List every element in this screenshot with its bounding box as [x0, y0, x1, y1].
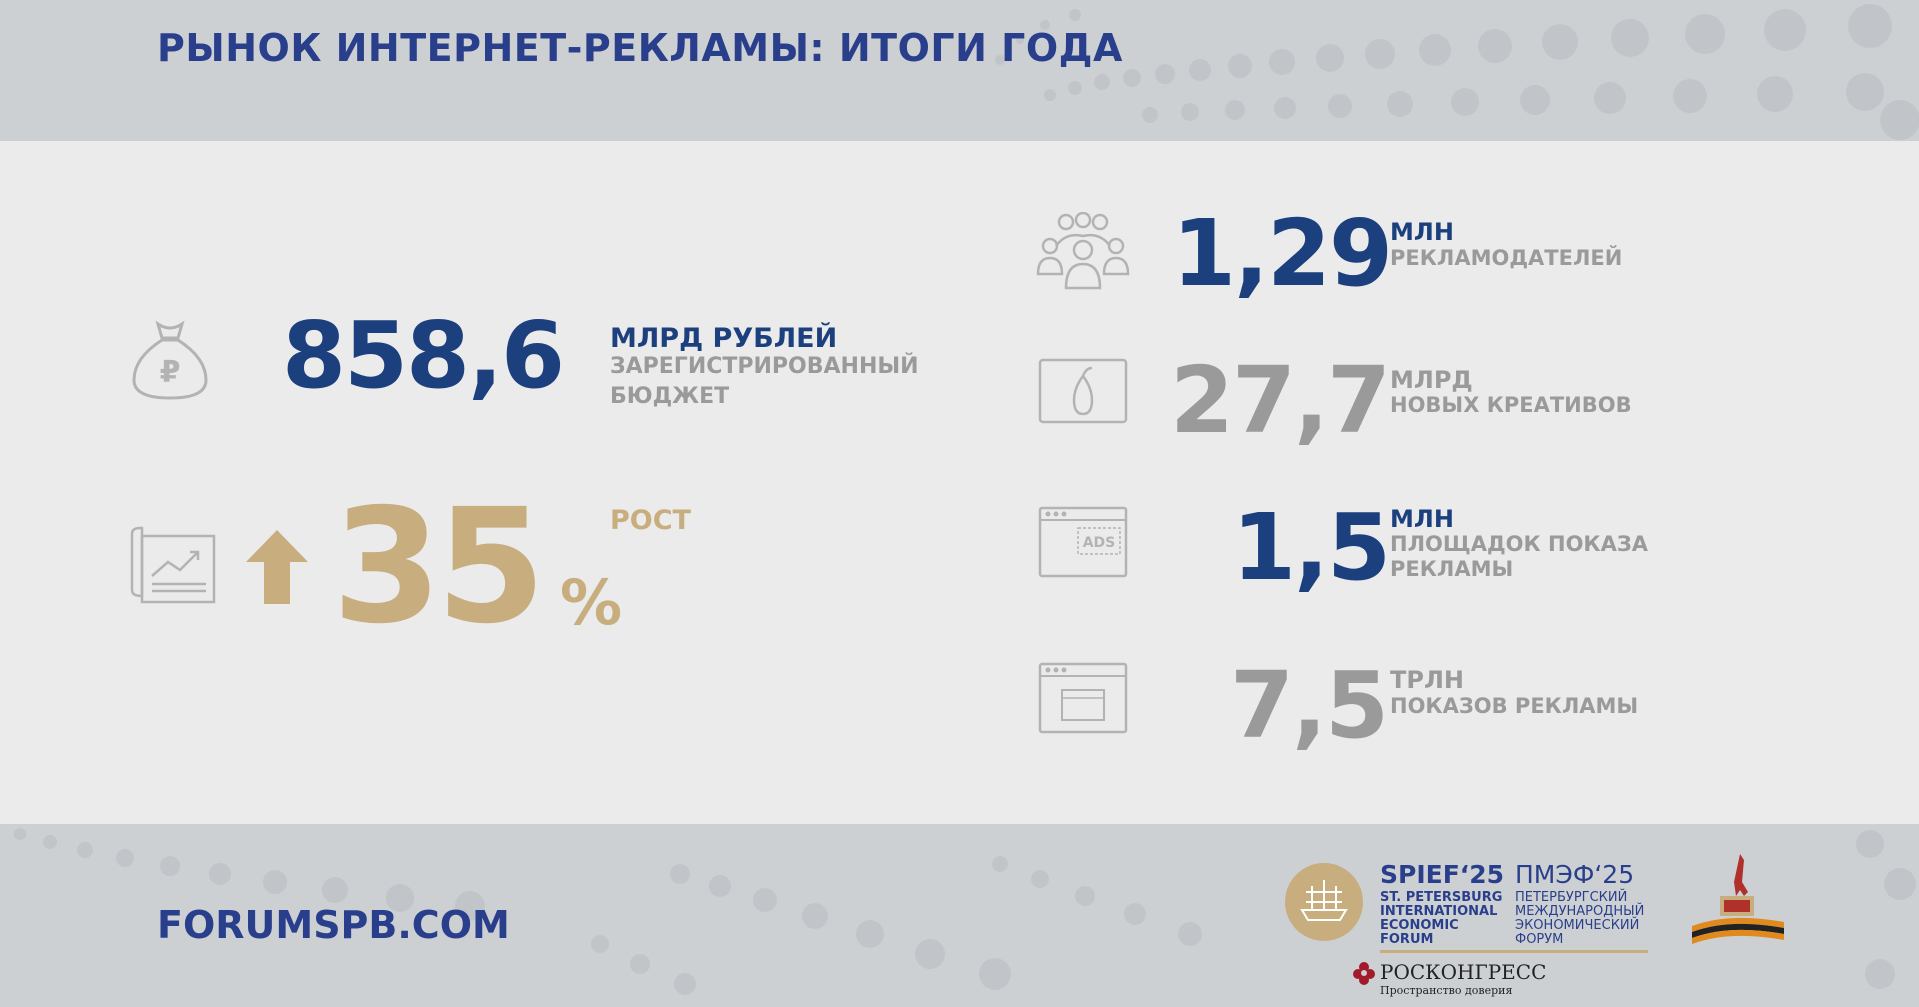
footer-band — [0, 824, 1919, 1007]
money-bag-ruble-icon: ₽ — [132, 320, 208, 400]
pmef-title: ПМЭФ‘25 — [1515, 860, 1635, 889]
pmef-line-2: МЕЖДУНАРОДНЫЙ — [1515, 904, 1645, 919]
creative-pear-icon — [1038, 358, 1128, 424]
stat-impressions-value: 7,5 — [1230, 652, 1389, 759]
budget-unit: МЛРД РУБЛЕЙ — [610, 323, 838, 354]
stat-platforms-value: 1,5 — [1232, 494, 1391, 601]
budget-desc-2: БЮДЖЕТ — [610, 384, 730, 409]
up-arrow-icon — [246, 530, 308, 604]
ads-window-icon: ADS — [1038, 506, 1128, 578]
roscongress-name: РОСКОНГРЕСС — [1380, 960, 1547, 984]
content-area — [0, 141, 1919, 824]
footer-url-link[interactable]: FORUMSPB.COM — [157, 903, 510, 947]
page-title: РЫНОК ИНТЕРНЕТ-РЕКЛАМЫ: ИТОГИ ГОДА — [157, 26, 1123, 70]
stat-impressions-desc: ПОКАЗОВ РЕКЛАМЫ — [1390, 694, 1639, 718]
spief-line-4: FORUM — [1380, 932, 1434, 947]
stat-advertisers-value: 1,29 — [1172, 200, 1393, 307]
stat-creatives-desc: НОВЫХ КРЕАТИВОВ — [1390, 393, 1632, 417]
spief-line-1: ST. PETERSBURG — [1380, 890, 1503, 905]
stat-platforms-desc-2: РЕКЛАМЫ — [1390, 557, 1514, 581]
budget-value: 858,6 — [282, 302, 565, 409]
logo-divider — [1380, 950, 1648, 953]
growth-percent: % — [560, 566, 622, 639]
stat-creatives-unit: МЛРД — [1390, 366, 1473, 394]
header-dots-pattern — [995, 4, 1919, 140]
roscongress-subtitle: Пространство доверия — [1380, 984, 1513, 997]
header-band — [0, 0, 1919, 141]
stat-impressions-unit: ТРЛН — [1390, 666, 1464, 694]
growth-value: 35 — [332, 475, 546, 659]
pmef-line-3: ЭКОНОМИЧЕСКИЙ — [1515, 918, 1640, 933]
ads-icon-label: ADS — [1083, 535, 1116, 551]
spief-emblem-logo — [1285, 863, 1363, 941]
svg-text:₽: ₽ — [160, 355, 181, 390]
stat-advertisers-desc: РЕКЛАМОДАТЕЛЕЙ — [1390, 246, 1623, 270]
spief-line-2: INTERNATIONAL — [1380, 904, 1498, 919]
stat-advertisers-unit: МЛН — [1390, 218, 1454, 246]
stat-creatives-value: 27,7 — [1170, 347, 1391, 454]
victory-80-logo — [1692, 854, 1784, 944]
spief-line-3: ECONOMIC — [1380, 918, 1459, 933]
budget-desc-1: ЗАРЕГИСТРИРОВАННЫЙ — [610, 354, 919, 379]
roscongress-flower-icon — [1353, 962, 1375, 985]
growth-label: РОСТ — [610, 505, 691, 536]
footer-dots-pattern — [14, 828, 1916, 995]
pmef-line-1: ПЕТЕРБУРГСКИЙ — [1515, 890, 1628, 905]
stat-platforms-desc-1: ПЛОЩАДОК ПОКАЗА — [1390, 532, 1649, 556]
pmef-line-4: ФОРУМ — [1515, 932, 1564, 947]
people-group-icon — [1036, 212, 1130, 290]
spief-title: SPIEF‘25 — [1380, 860, 1505, 889]
chart-document-icon — [130, 526, 216, 604]
stat-platforms-unit: МЛН — [1390, 505, 1454, 533]
browser-window-icon — [1038, 662, 1128, 734]
